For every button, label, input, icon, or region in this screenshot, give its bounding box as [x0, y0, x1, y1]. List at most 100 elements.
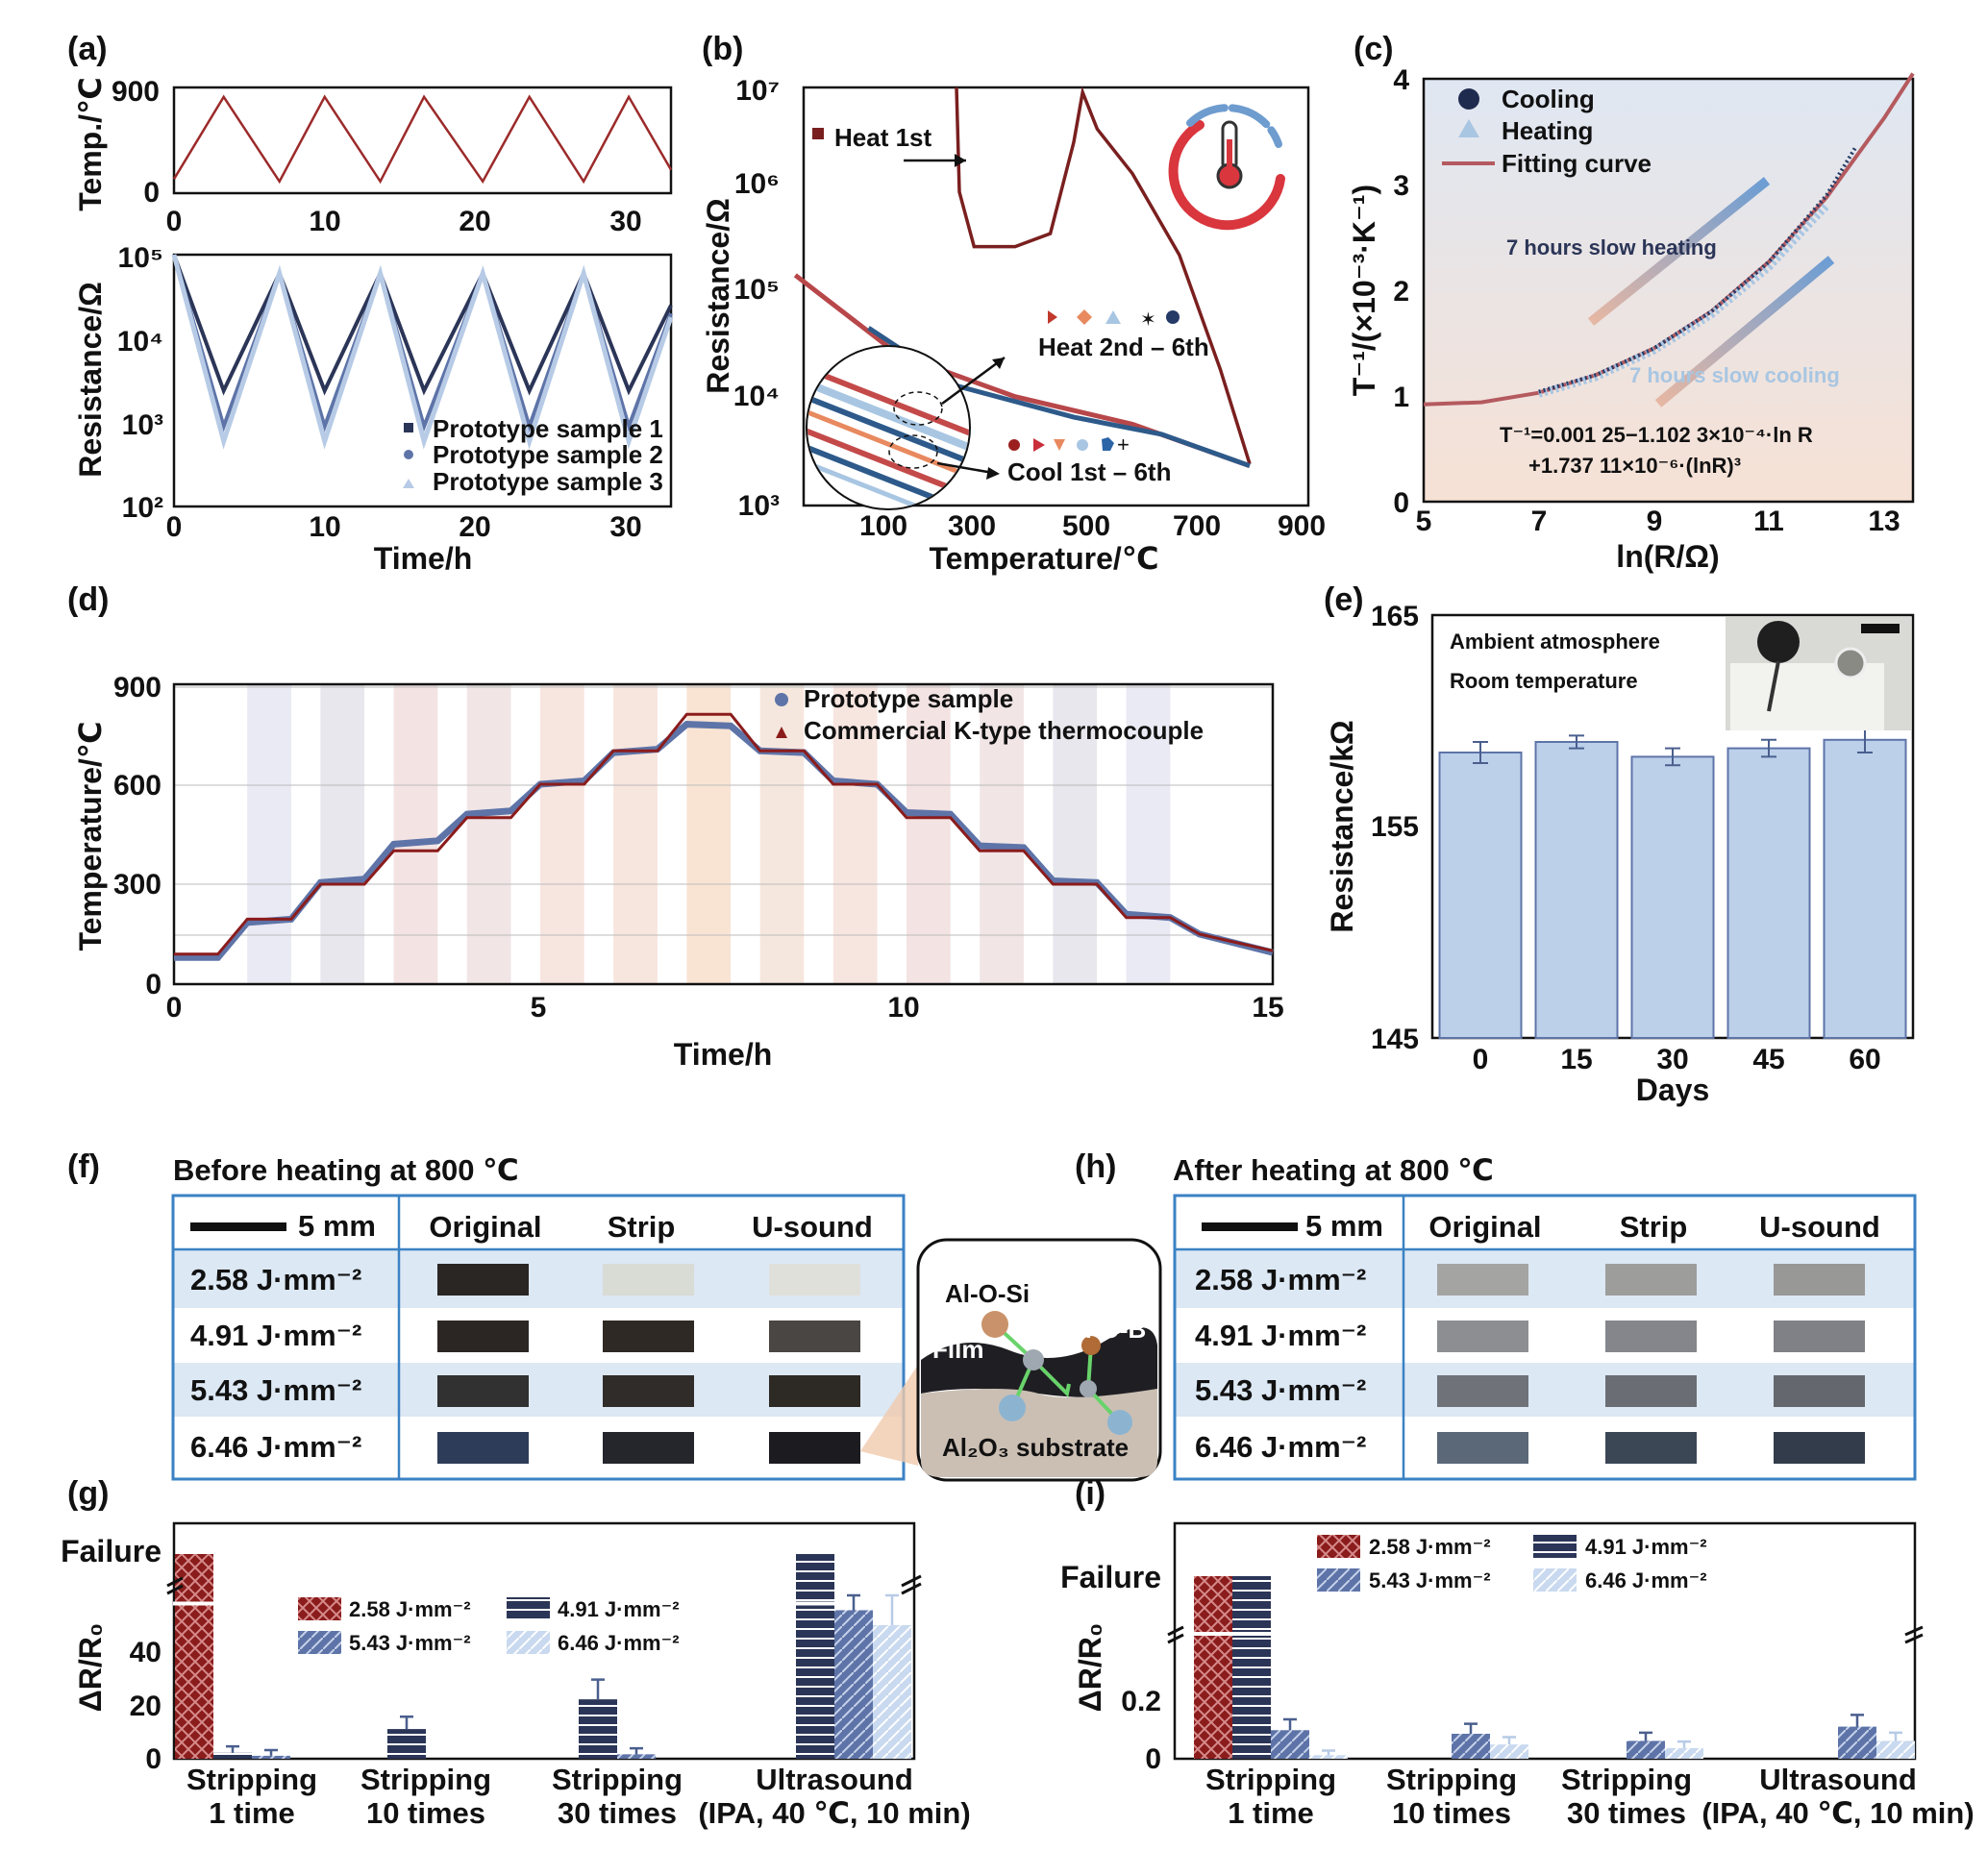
- d-hold-band: [980, 684, 1024, 984]
- b-legend-heat1-marker: [812, 128, 824, 139]
- panel-a: 0 900 0 10 20 30 Temp./℃ 10² 10³ 10⁴ 10⁵…: [73, 76, 674, 576]
- c-ytick-4: 4: [1393, 64, 1409, 96]
- panel-c-frame: [1422, 77, 1915, 504]
- g-bar-4.91: [579, 1699, 617, 1759]
- i-error-bar: [1850, 1714, 1864, 1727]
- b-ylabel: Resistance/Ω: [701, 198, 735, 394]
- d-ytick-600: 600: [113, 770, 161, 802]
- h-sample-swatches: [1437, 1264, 1865, 1464]
- h-title: After heating at 800 ℃: [1173, 1153, 1494, 1187]
- panel-a-top-frame: [172, 86, 673, 195]
- c-xlabel: ln(R/Ω): [1616, 539, 1719, 574]
- d-hold-band: [1126, 684, 1171, 984]
- e-ytick-145: 145: [1371, 1024, 1419, 1055]
- a-legend-label-2: Prototype sample 2: [433, 440, 663, 469]
- i-cat-4-line-2: (IPA, 40 ℃, 10 min): [1701, 1796, 1974, 1830]
- schematic-al-o-b: Al-O-B: [1067, 1315, 1146, 1344]
- e-sample-photo-icon: [1726, 617, 1911, 730]
- c-ytick-0: 0: [1393, 487, 1409, 519]
- d-hold-band: [320, 684, 365, 984]
- g-bar-6.46: [873, 1624, 911, 1759]
- panel-label-c: (c): [1354, 31, 1394, 67]
- c-annotation-heating: 7 hours slow heating: [1506, 235, 1717, 259]
- e-xlabel: Days: [1636, 1073, 1710, 1107]
- b-ytick-1e4: 10⁴: [733, 381, 780, 412]
- a-legend-label-1: Prototype sample 1: [433, 414, 663, 443]
- panel-i-bars: [1192, 1576, 1915, 1759]
- f-row-3: 5.43 J·mm⁻²: [190, 1373, 361, 1407]
- d-xlabel: Time/h: [674, 1037, 773, 1072]
- panel-c: Cooling Heating Fitting curve 7 hours sl…: [1347, 64, 1915, 574]
- c-ytick-2: 2: [1393, 276, 1409, 308]
- g-bar-5.43: [252, 1755, 290, 1759]
- d-xtick-15: 15: [1252, 992, 1283, 1024]
- i-bar-5.43: [1452, 1734, 1490, 1759]
- f-col-usound: U-sound: [752, 1210, 873, 1244]
- g-bar-5.43: [834, 1610, 873, 1759]
- panel-d-series-prototype: [174, 721, 1274, 961]
- g-bar-5.43: [617, 1754, 656, 1759]
- g-cat-4-line-1: Ultrasound: [756, 1763, 913, 1796]
- f-col-original: Original: [429, 1210, 541, 1244]
- b-cool-marker-2: [1033, 438, 1045, 452]
- panel-label-f: (f): [67, 1148, 100, 1185]
- a-top-ylabel: Temp./℃: [73, 77, 108, 211]
- panel-c-heating-points: [1537, 203, 1830, 398]
- a-ylabel: Resistance/Ω: [73, 282, 108, 478]
- panel-c-background: [1424, 79, 1913, 502]
- a-xtick-30: 30: [609, 511, 641, 543]
- a-xtick-0: 0: [166, 511, 183, 543]
- i-bar-6.46: [1490, 1744, 1528, 1759]
- b-ytick-1e3: 10³: [738, 490, 780, 522]
- e-bar: [1630, 755, 1715, 1040]
- d-ytick-0: 0: [145, 969, 161, 1000]
- b-legend-heat1: Heat 1st: [834, 123, 931, 152]
- g-ylabel: ΔR/R₀: [73, 1623, 108, 1713]
- g-error-bar: [847, 1593, 860, 1611]
- b-xtick-300: 300: [948, 510, 996, 542]
- b-inset-zoom: [806, 345, 1006, 510]
- e-xtick: 45: [1752, 1044, 1784, 1075]
- e-error-bar: [1569, 734, 1584, 750]
- c-legend-fit: Fitting curve: [1502, 149, 1652, 178]
- a-legend-marker-2: [404, 450, 413, 459]
- c-arrow-heating: [1587, 177, 1771, 326]
- i-legend-4: 6.46 J·mm⁻²: [1585, 1568, 1707, 1592]
- b-cool-marker-1: [1008, 439, 1020, 451]
- panel-a-series-sample-3: [171, 254, 674, 450]
- d-hold-band: [832, 684, 878, 984]
- c-ylabel: T⁻¹/(×10⁻³·K⁻¹): [1347, 185, 1381, 396]
- i-cat-3-line-2: 30 times: [1567, 1796, 1686, 1830]
- g-cat-3-line-1: Stripping: [552, 1763, 683, 1796]
- i-error-bar: [1322, 1749, 1335, 1756]
- b-xtick-700: 700: [1173, 510, 1221, 542]
- c-xtick-7: 7: [1531, 506, 1548, 537]
- panel-g-bars: [173, 1554, 911, 1759]
- h-col-original: Original: [1428, 1210, 1541, 1244]
- b-cool-marker-3: [1054, 439, 1065, 451]
- i-error-bar: [1464, 1722, 1478, 1734]
- i-axis-break-marks: [1167, 1625, 1924, 1644]
- g-ytick-40: 40: [130, 1637, 161, 1668]
- panel-d-series-thermocouple: [174, 712, 1274, 956]
- e-note-atmosphere: Ambient atmosphere: [1450, 629, 1660, 654]
- f-scale-label: 5 mm: [298, 1209, 376, 1243]
- panel-label-g: (g): [67, 1475, 109, 1512]
- f-gridlines: [173, 1196, 904, 1479]
- e-note-temperature: Room temperature: [1450, 669, 1638, 693]
- b-heat-marker-2: [1077, 309, 1092, 325]
- i-bar-5.43: [1271, 1730, 1309, 1759]
- g-error-bar: [885, 1593, 899, 1625]
- i-bar-6.46: [1665, 1747, 1703, 1759]
- panel-d: Prototype sample Commercial K-type therm…: [73, 672, 1284, 1072]
- g-cat-1-line-2: 1 time: [209, 1796, 295, 1830]
- g-cat-2-line-1: Stripping: [360, 1763, 491, 1796]
- b-label-heat-2-6: Heat 2nd – 6th: [1038, 333, 1209, 361]
- g-error-bar: [226, 1744, 239, 1753]
- table-h: After heating at 800 ℃ 5 mm Original Str…: [1173, 1153, 1917, 1481]
- panel-e-bars: [1438, 726, 1907, 1040]
- i-cat-1-line-2: 1 time: [1228, 1796, 1314, 1830]
- a-top-ytick-0: 0: [143, 177, 160, 209]
- h-frame: [1173, 1194, 1917, 1481]
- i-bar-6.46: [1876, 1740, 1915, 1759]
